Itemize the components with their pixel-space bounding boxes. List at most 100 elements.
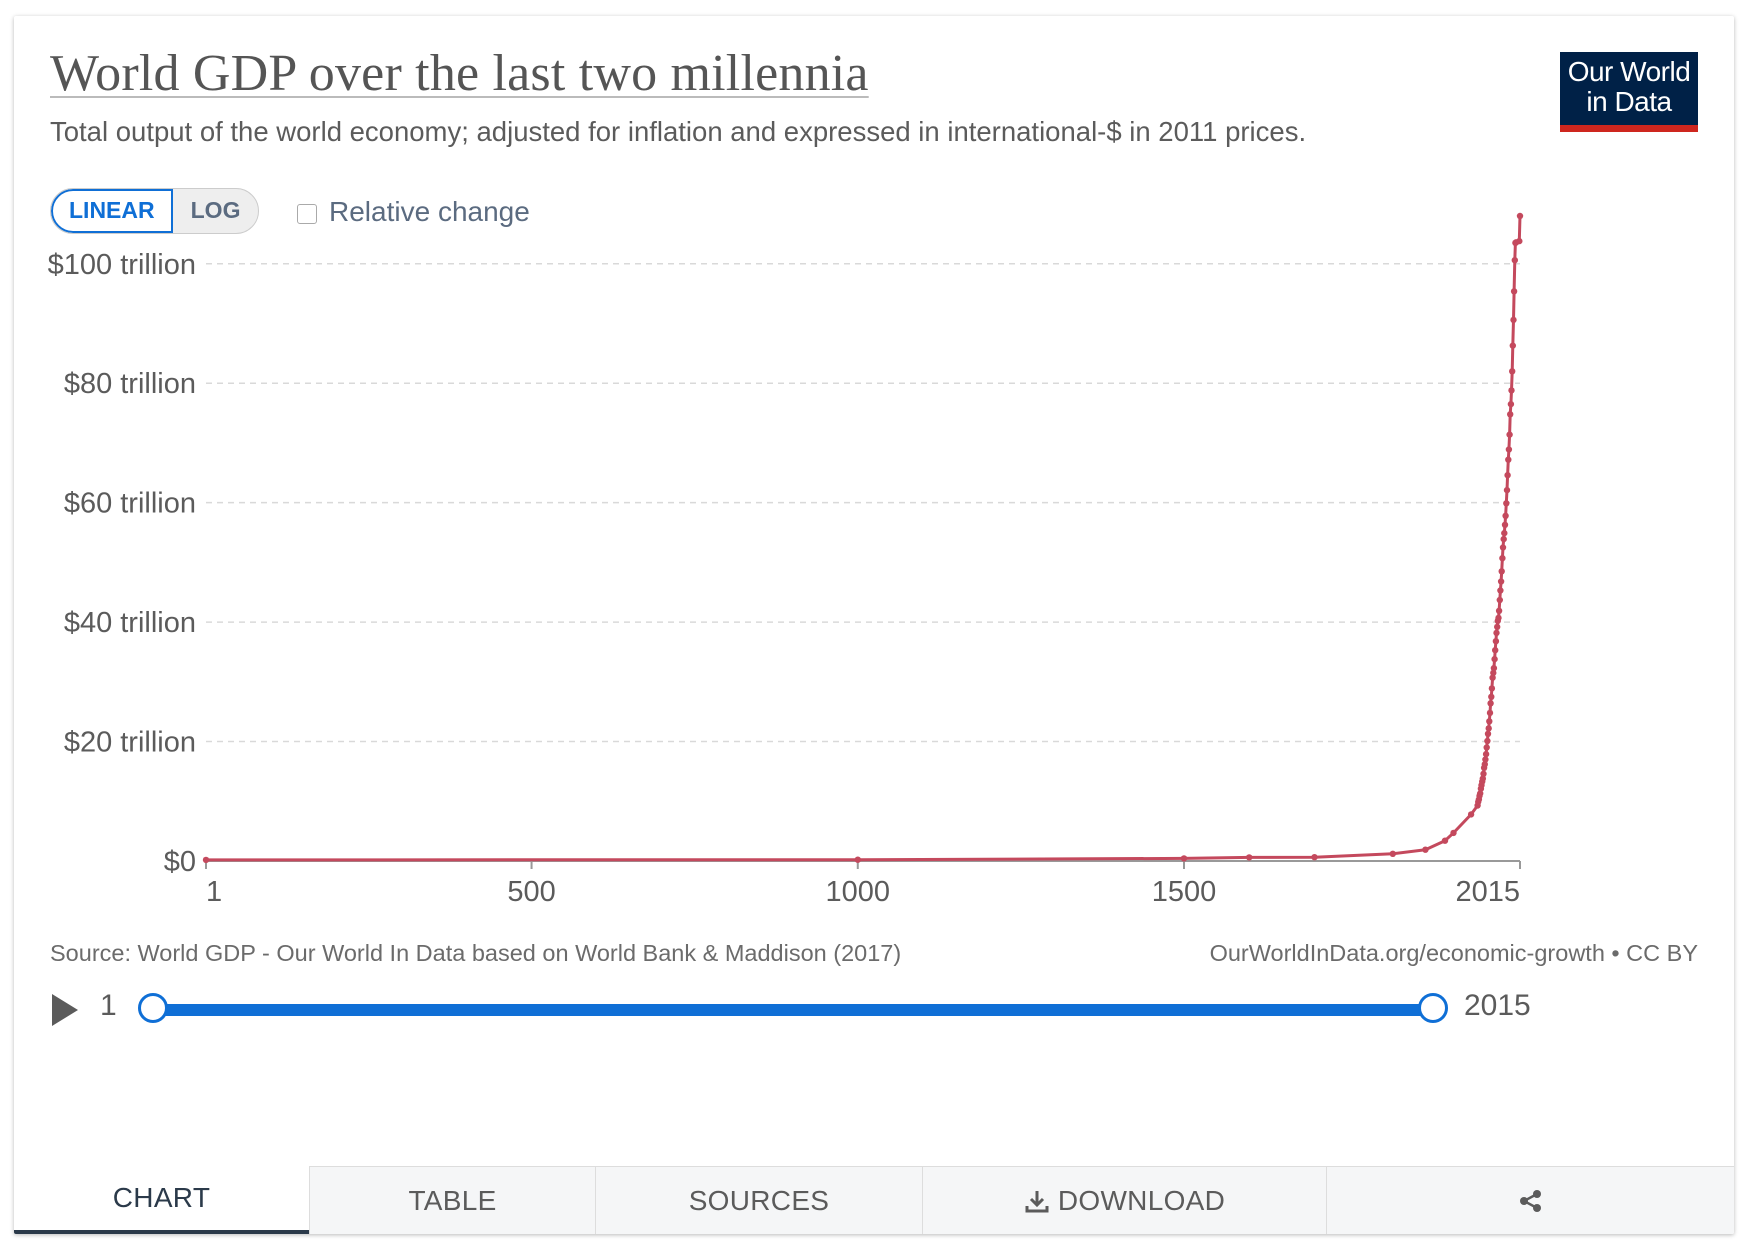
data-point — [1311, 854, 1318, 861]
x-tick-label: 500 — [507, 876, 555, 908]
y-axis-labels: $0 $20 trillion $40 trillion $60 trillion $8… — [48, 249, 196, 878]
data-point — [1389, 850, 1397, 857]
relative-change-checkbox[interactable] — [297, 204, 317, 224]
data-point — [1507, 411, 1514, 418]
data-point — [1482, 750, 1490, 758]
data-point — [1510, 316, 1517, 324]
data-point — [1246, 854, 1253, 861]
data-point — [1509, 368, 1516, 375]
data-point — [202, 856, 210, 864]
data-point — [1501, 529, 1508, 537]
relative-change-label: Relative change — [329, 196, 530, 227]
play-icon[interactable] — [52, 994, 78, 1026]
tab-sources[interactable]: SOURCES — [595, 1166, 922, 1234]
data-point — [1498, 568, 1505, 575]
x-tick-label: 1500 — [1152, 876, 1217, 908]
tab-table-label: TABLE — [408, 1184, 497, 1216]
timeline-end-label: 2015 — [1464, 989, 1531, 1022]
y-tick-label: $0 — [164, 846, 196, 878]
data-point — [1497, 587, 1504, 594]
data-point — [1482, 756, 1489, 763]
owid-logo[interactable]: Our World in Data — [1560, 52, 1698, 132]
tab-download-label: DOWNLOAD — [1057, 1184, 1226, 1216]
download-icon — [1025, 1190, 1049, 1212]
data-point — [1492, 647, 1499, 654]
y-tick-label: $80 trillion — [64, 368, 196, 400]
x-tick-label: 1000 — [826, 876, 891, 908]
tab-sources-label: SOURCES — [688, 1184, 830, 1216]
data-point — [1487, 700, 1494, 707]
chart-title[interactable]: World GDP over the last two millennia — [50, 45, 869, 102]
data-point — [1493, 629, 1500, 637]
x-tick-label: 1 — [206, 876, 222, 908]
data-point — [1479, 775, 1487, 782]
chart-subtitle: Total output of the world economy; adjus… — [50, 116, 1307, 147]
data-point — [854, 856, 861, 863]
chart-card: World GDP over the last two millennia To… — [14, 16, 1734, 1234]
source-note[interactable]: Source: World GDP - Our World In Data ba… — [50, 940, 902, 966]
data-point — [1499, 544, 1507, 551]
data-point — [1500, 535, 1507, 543]
timeline-slider: 1 2015 — [44, 984, 1734, 1044]
tab-download[interactable]: DOWNLOAD — [922, 1166, 1326, 1234]
data-point — [1516, 237, 1523, 245]
series-world — [202, 212, 1524, 864]
data-point — [1496, 596, 1504, 604]
data-point — [1490, 664, 1498, 672]
data-point — [1508, 387, 1515, 394]
data-point — [1505, 456, 1512, 463]
data-point — [1484, 737, 1491, 745]
data-point — [1501, 521, 1509, 528]
line-chart: $0 $20 trillion $40 trillion $60 trillion $8… — [48, 212, 1524, 908]
data-point — [1494, 623, 1501, 631]
data-point — [1495, 607, 1503, 614]
relative-change-toggle[interactable]: Relative change — [297, 196, 530, 228]
tab-bar: CHART TABLE SOURCES DOWNLOAD — [14, 1166, 1734, 1234]
data-point — [1509, 342, 1517, 349]
attribution-url[interactable]: OurWorldInData.org/economic-growth • CC … — [1209, 940, 1698, 966]
timeline-start-handle[interactable] — [138, 993, 168, 1023]
tab-chart-label: CHART — [112, 1182, 211, 1213]
tab-table[interactable]: TABLE — [309, 1166, 595, 1234]
data-point — [1450, 829, 1457, 837]
data-point — [1480, 770, 1487, 777]
tab-chart[interactable]: CHART — [14, 1166, 309, 1234]
data-point — [1511, 257, 1519, 264]
data-point — [1489, 674, 1496, 681]
data-point — [1499, 555, 1506, 562]
timeline-end-handle[interactable] — [1418, 993, 1448, 1023]
data-point — [1497, 578, 1505, 585]
x-axis: 1 500 1000 1500 2015 — [205, 860, 1521, 908]
scale-toggle: LINEAR LOG — [50, 188, 260, 234]
tab-share[interactable] — [1326, 1166, 1734, 1234]
data-point — [1495, 614, 1502, 622]
x-tick-label: 2015 — [1455, 876, 1520, 908]
data-point — [1492, 638, 1500, 645]
data-point — [1507, 400, 1515, 408]
data-point — [1441, 837, 1449, 844]
data-point — [1504, 472, 1511, 479]
data-point — [1481, 761, 1489, 768]
y-tick-label: $100 trillion — [48, 249, 196, 281]
y-tick-label: $60 trillion — [64, 488, 196, 520]
log-scale-button[interactable]: LOG — [190, 197, 241, 223]
data-point — [1506, 431, 1513, 438]
gridlines — [206, 263, 1520, 743]
data-point — [1484, 730, 1492, 737]
series-line — [205, 215, 1522, 862]
linear-scale-button[interactable]: LINEAR — [51, 189, 173, 233]
data-point — [1422, 846, 1429, 853]
data-point — [1483, 744, 1490, 751]
data-point — [1510, 288, 1518, 295]
data-point — [1516, 212, 1524, 220]
timeline-start-label: 1 — [100, 989, 117, 1022]
logo-line-1: Our World — [1567, 56, 1691, 87]
logo-line-2: in Data — [1586, 86, 1672, 117]
data-point — [1505, 446, 1513, 453]
share-icon — [1519, 1189, 1541, 1212]
data-point — [1491, 655, 1498, 663]
data-point — [1503, 500, 1510, 507]
data-point — [1467, 811, 1475, 818]
data-point — [1490, 669, 1497, 677]
timeline-track[interactable] — [152, 1004, 1434, 1016]
